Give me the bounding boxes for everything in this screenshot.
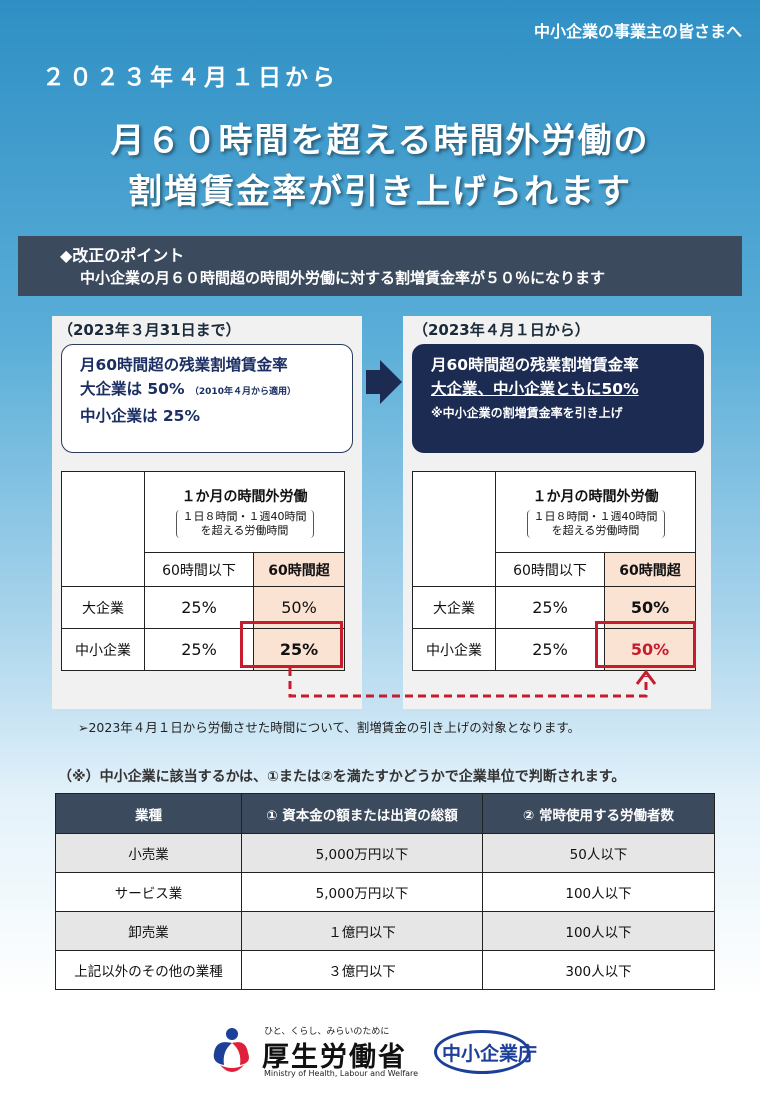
before-rate-table: １か月の時間外労働 １日８時間・１週40時間 を超える労働時間 60時間以下 6… bbox=[61, 471, 346, 671]
sme-over-60: 25% bbox=[252, 628, 346, 671]
workers-cell: 50人以下 bbox=[482, 833, 715, 873]
criteria-header-capital: ① 資本金の額または出資の総額 bbox=[241, 793, 483, 834]
criteria-note: （※）中小企業に該当するかは、①または②を満たすかどうかで企業単位で判断されます… bbox=[58, 769, 626, 785]
col-over-60: 60時間超 bbox=[252, 552, 346, 587]
table-corner bbox=[412, 471, 496, 587]
table-row: 卸売業 １億円以下 100人以下 bbox=[55, 911, 715, 951]
table-header-sub-line2: を超える労働時間 bbox=[200, 524, 289, 537]
sme-60-or-less: 25% bbox=[495, 628, 605, 671]
before-sme-rate: 中小企業は 25% bbox=[80, 407, 200, 425]
workers-cell: 100人以下 bbox=[482, 872, 715, 912]
row-label-large: 大企業 bbox=[61, 586, 145, 629]
after-rate-title: 月60時間超の残業割増賃金率 bbox=[431, 356, 639, 374]
transition-arrow-icon bbox=[380, 360, 402, 404]
large-60-or-less: 25% bbox=[144, 586, 254, 629]
industry-cell: 小売業 bbox=[55, 833, 242, 873]
mhlw-logo: ひと、くらし、みらいのために 厚生労働省 Ministry of Health,… bbox=[196, 1021, 428, 1083]
before-highlight-box bbox=[240, 621, 343, 668]
after-panel: （2023年４月１日から） 月60時間超の残業割増賃金率 大企業、中小企業ともに… bbox=[403, 316, 711, 709]
mhlw-emblem-icon bbox=[213, 1028, 249, 1072]
dashed-connector-line bbox=[288, 668, 648, 698]
industry-cell: サービス業 bbox=[55, 872, 242, 912]
after-both-rate: 大企業、中小企業ともに50% bbox=[431, 380, 639, 398]
before-rate-box: 月60時間超の残業割増賃金率 大企業は 50% （2010年４月から適用） 中小… bbox=[61, 344, 353, 453]
table-header-sub-line2: を超える労働時間 bbox=[551, 524, 640, 537]
before-rate-title: 月60時間超の残業割増賃金率 bbox=[80, 356, 288, 374]
after-period: （2023年４月１日から） bbox=[413, 321, 590, 339]
capital-cell: １億円以下 bbox=[241, 911, 483, 951]
col-over-60: 60時間超 bbox=[603, 552, 697, 587]
sme-criteria-table: 業種 ① 資本金の額または出資の総額 ② 常時使用する労働者数 小売業 5,00… bbox=[55, 793, 715, 990]
before-panel: （2023年３月31日まで） 月60時間超の残業割増賃金率 大企業は 50% （… bbox=[52, 316, 362, 709]
transition-arrow-body bbox=[366, 370, 380, 394]
before-period: （2023年３月31日まで） bbox=[58, 321, 241, 339]
sme-agency-oval-icon bbox=[434, 1030, 530, 1074]
sme-over-60: 50% bbox=[603, 628, 697, 671]
mhlw-name: 厚生労働省 bbox=[262, 1042, 407, 1073]
capital-cell: ３億円以下 bbox=[241, 950, 483, 990]
after-highlight-box bbox=[595, 621, 696, 668]
sme-agency-name: 中小企業庁 bbox=[442, 1043, 538, 1065]
mhlw-tagline: ひと、くらし、みらいのために bbox=[264, 1027, 390, 1037]
table-corner bbox=[61, 471, 145, 587]
large-60-or-less: 25% bbox=[495, 586, 605, 629]
row-label-sme: 中小企業 bbox=[412, 628, 496, 671]
after-note: ※中小企業の割増賃金率を引き上げ bbox=[431, 406, 623, 420]
criteria-header-workers: ② 常時使用する労働者数 bbox=[482, 793, 715, 834]
effective-date-heading: ２０２３年４月１日から bbox=[42, 65, 339, 91]
col-60-or-less: 60時間以下 bbox=[495, 552, 605, 587]
revision-point-heading: ◆改正のポイント bbox=[60, 246, 185, 265]
before-large-note: （2010年４月から適用） bbox=[189, 387, 296, 397]
table-header-sub: １日８時間・１週40時間 を超える労働時間 bbox=[526, 510, 665, 538]
after-rate-table: １か月の時間外労働 １日８時間・１週40時間 を超える労働時間 60時間以下 6… bbox=[412, 471, 697, 671]
criteria-header-industry: 業種 bbox=[55, 793, 242, 834]
table-row: 上記以外のその他の業種 ３億円以下 300人以下 bbox=[55, 950, 715, 990]
workers-cell: 300人以下 bbox=[482, 950, 715, 990]
row-label-sme: 中小企業 bbox=[61, 628, 145, 671]
table-header: １か月の時間外労働 １日８時間・１週40時間 を超える労働時間 bbox=[144, 471, 345, 553]
industry-cell: 上記以外のその他の業種 bbox=[55, 950, 242, 990]
table-header-sub-line1: １日８時間・１週40時間 bbox=[182, 510, 307, 523]
workers-cell: 100人以下 bbox=[482, 911, 715, 951]
capital-cell: 5,000万円以下 bbox=[241, 833, 483, 873]
main-title-line-2: 割増賃金率が引き上げられます bbox=[128, 172, 632, 212]
mhlw-english-name: Ministry of Health, Labour and Welfare bbox=[264, 1069, 419, 1078]
table-header-main: １か月の時間外労働 bbox=[181, 489, 308, 505]
industry-cell: 卸売業 bbox=[55, 911, 242, 951]
col-60-or-less: 60時間以下 bbox=[144, 552, 254, 587]
revision-point-box: ◆改正のポイント 中小企業の月６０時間超の時間外労働に対する割増賃金率が５０％に… bbox=[18, 236, 742, 296]
table-header-sub: １日８時間・１週40時間 を超える労働時間 bbox=[175, 510, 314, 538]
sme-60-or-less: 25% bbox=[144, 628, 254, 671]
table-row: 小売業 5,000万円以下 50人以下 bbox=[55, 833, 715, 873]
sme-agency-logo: 中小企業庁 bbox=[428, 1021, 548, 1083]
revision-point-text: 中小企業の月６０時間超の時間外労働に対する割増賃金率が５０％になります bbox=[80, 269, 606, 287]
dashed-connector bbox=[288, 668, 657, 698]
table-header: １か月の時間外労働 １日８時間・１週40時間 を超える労働時間 bbox=[495, 471, 696, 553]
main-title-line-1: 月６０時間を超える時間外労働の bbox=[110, 121, 650, 161]
after-rate-box: 月60時間超の残業割増賃金率 大企業、中小企業ともに50% ※中小企業の割増賃金… bbox=[412, 344, 704, 453]
arrow-up-icon bbox=[635, 669, 657, 685]
table-row: サービス業 5,000万円以下 100人以下 bbox=[55, 872, 715, 912]
applies-note: ➢2023年４月１日から労働させた時間について、割増賃金の引き上げの対象となりま… bbox=[78, 720, 581, 735]
table-header-sub-line1: １日８時間・１週40時間 bbox=[533, 510, 658, 523]
capital-cell: 5,000万円以下 bbox=[241, 872, 483, 912]
row-label-large: 大企業 bbox=[412, 586, 496, 629]
table-header-main: １か月の時間外労働 bbox=[532, 489, 659, 505]
audience-label: 中小企業の事業主の皆さまへ bbox=[533, 22, 742, 41]
before-large-rate: 大企業は 50% bbox=[80, 380, 185, 398]
